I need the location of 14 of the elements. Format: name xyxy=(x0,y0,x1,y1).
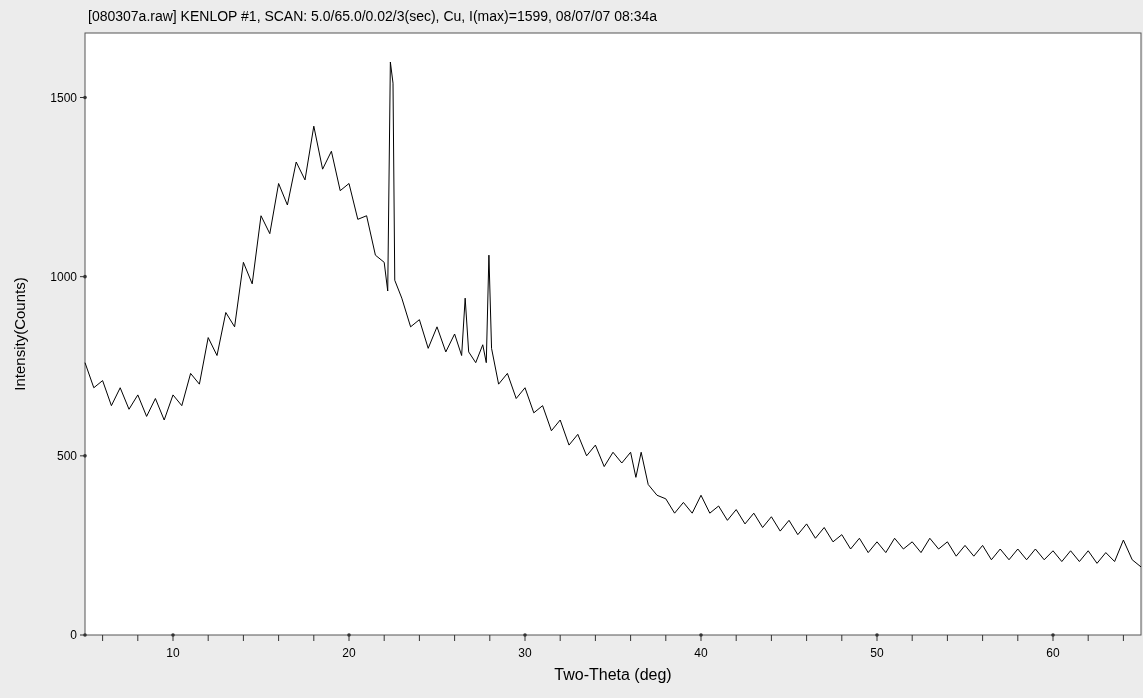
chart-title: [080307a.raw] KENLOP #1, SCAN: 5.0/65.0/0.02/3(sec), Cu, I(max)=1599, 08/07/07 08:34a xyxy=(88,8,658,24)
y-tick-label: 0 xyxy=(70,628,78,643)
y-tick-label: 1000 xyxy=(50,269,78,284)
x-axis-title: Two-Theta (deg) xyxy=(554,666,672,683)
y-tick-label: 1500 xyxy=(50,90,78,105)
x-tick-label: 60 xyxy=(1046,646,1060,660)
x-tick-label: 40 xyxy=(694,646,708,660)
x-tick-label: 50 xyxy=(870,646,884,660)
x-tick-label: 20 xyxy=(342,646,356,660)
x-tick-label: 10 xyxy=(166,646,180,660)
line-series xyxy=(84,61,1142,568)
x-tick-label: 30 xyxy=(518,646,532,660)
y-axis-title: Intensity(Counts) xyxy=(11,277,28,391)
y-tick-label: 500 xyxy=(56,449,78,464)
